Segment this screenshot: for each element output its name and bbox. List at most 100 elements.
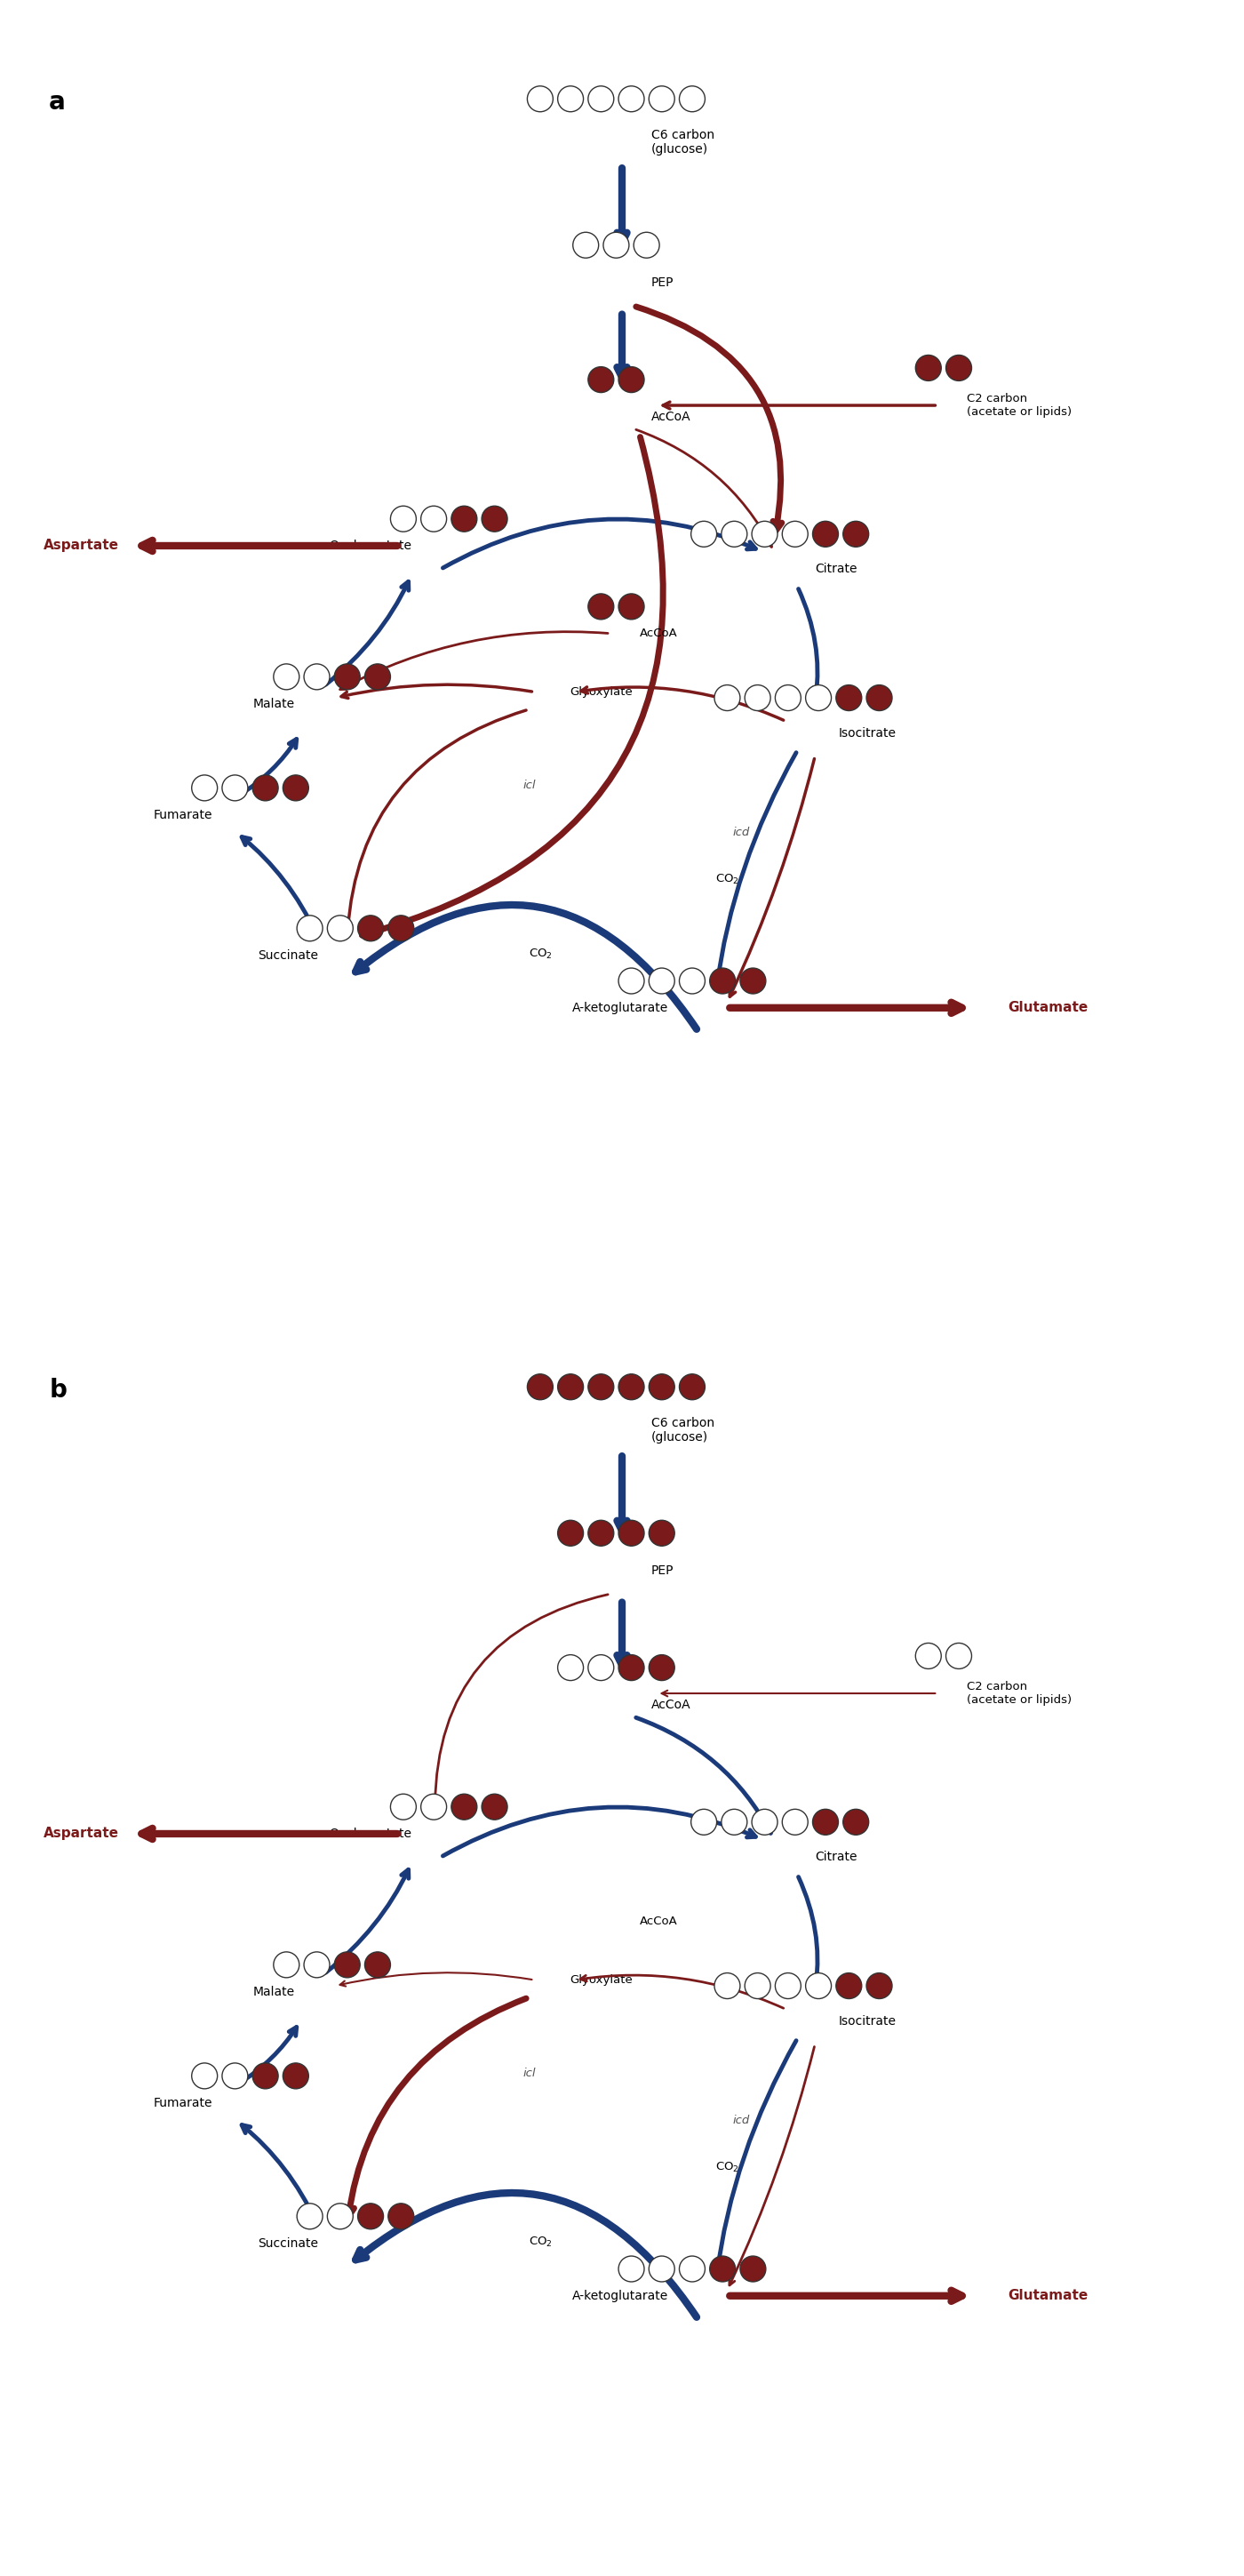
- Text: Succinate: Succinate: [258, 2236, 318, 2249]
- Circle shape: [751, 1808, 778, 1834]
- Circle shape: [192, 2063, 218, 2089]
- Text: Succinate: Succinate: [258, 948, 318, 961]
- Circle shape: [588, 85, 613, 111]
- Circle shape: [588, 1373, 613, 1399]
- Text: AcCoA: AcCoA: [652, 410, 690, 422]
- Circle shape: [364, 665, 391, 690]
- Text: C6 carbon
(glucose): C6 carbon (glucose): [652, 1417, 714, 1443]
- Circle shape: [843, 520, 868, 546]
- Circle shape: [327, 2202, 353, 2228]
- Text: C6 carbon
(glucose): C6 carbon (glucose): [652, 129, 714, 155]
- Circle shape: [812, 520, 838, 546]
- Circle shape: [452, 505, 476, 531]
- Text: CO$_2$: CO$_2$: [715, 2161, 739, 2174]
- Circle shape: [836, 1973, 862, 1999]
- Circle shape: [945, 355, 972, 381]
- Text: C2 carbon
(acetate or lipids): C2 carbon (acetate or lipids): [967, 1682, 1072, 1705]
- Circle shape: [649, 969, 674, 994]
- Circle shape: [420, 505, 447, 531]
- Circle shape: [649, 2257, 674, 2282]
- Circle shape: [557, 1654, 583, 1680]
- Circle shape: [527, 1373, 554, 1399]
- Circle shape: [916, 355, 942, 381]
- Circle shape: [527, 85, 554, 111]
- Text: Glyoxylate: Glyoxylate: [570, 685, 632, 698]
- Circle shape: [391, 505, 417, 531]
- Circle shape: [679, 1373, 705, 1399]
- Circle shape: [223, 775, 248, 801]
- Circle shape: [282, 2063, 309, 2089]
- Circle shape: [690, 1808, 717, 1834]
- Text: Aspartate: Aspartate: [44, 538, 119, 551]
- Circle shape: [782, 1808, 807, 1834]
- Text: A-ketoglutarate: A-ketoglutarate: [572, 2290, 669, 2303]
- Circle shape: [253, 775, 279, 801]
- Circle shape: [679, 2257, 705, 2282]
- Text: Oxaloacetate: Oxaloacetate: [328, 1826, 412, 1839]
- Circle shape: [714, 1973, 740, 1999]
- Circle shape: [843, 1808, 868, 1834]
- Text: Fumarate: Fumarate: [154, 809, 213, 822]
- Circle shape: [806, 685, 831, 711]
- Text: icd: icd: [733, 827, 750, 837]
- Text: Malate: Malate: [253, 1986, 295, 1999]
- Text: Glutamate: Glutamate: [1008, 2290, 1088, 2303]
- Circle shape: [335, 665, 360, 690]
- Circle shape: [588, 1654, 613, 1680]
- Circle shape: [573, 232, 598, 258]
- Circle shape: [618, 1654, 644, 1680]
- Circle shape: [745, 1973, 770, 1999]
- Circle shape: [740, 969, 766, 994]
- Circle shape: [618, 969, 644, 994]
- Circle shape: [588, 592, 613, 618]
- Circle shape: [364, 1953, 391, 1978]
- Text: Isocitrate: Isocitrate: [838, 726, 896, 739]
- Circle shape: [304, 1953, 330, 1978]
- Text: PEP: PEP: [652, 1564, 674, 1577]
- Circle shape: [192, 775, 218, 801]
- Circle shape: [274, 1953, 300, 1978]
- Circle shape: [588, 1520, 613, 1546]
- Text: Isocitrate: Isocitrate: [838, 2014, 896, 2027]
- Circle shape: [633, 232, 659, 258]
- Circle shape: [806, 1973, 831, 1999]
- Text: CO$_2$: CO$_2$: [529, 948, 552, 961]
- Circle shape: [274, 665, 300, 690]
- Circle shape: [335, 1953, 360, 1978]
- Circle shape: [388, 914, 414, 940]
- Circle shape: [452, 1793, 476, 1819]
- Circle shape: [709, 2257, 735, 2282]
- Circle shape: [557, 1520, 583, 1546]
- Text: Citrate: Citrate: [815, 1852, 857, 1862]
- Text: C2 carbon
(acetate or lipids): C2 carbon (acetate or lipids): [967, 394, 1072, 417]
- Circle shape: [297, 2202, 322, 2228]
- Circle shape: [618, 1373, 644, 1399]
- Text: icl: icl: [522, 2069, 535, 2079]
- Circle shape: [649, 1654, 674, 1680]
- Circle shape: [557, 1373, 583, 1399]
- Circle shape: [358, 914, 383, 940]
- Circle shape: [391, 1793, 417, 1819]
- Circle shape: [420, 1793, 447, 1819]
- Circle shape: [603, 232, 629, 258]
- Text: Glutamate: Glutamate: [1008, 1002, 1088, 1015]
- Circle shape: [836, 685, 862, 711]
- Text: a: a: [49, 90, 66, 113]
- Text: A-ketoglutarate: A-ketoglutarate: [572, 1002, 669, 1015]
- Circle shape: [740, 2257, 766, 2282]
- Circle shape: [690, 520, 717, 546]
- Circle shape: [679, 85, 705, 111]
- Text: Oxaloacetate: Oxaloacetate: [328, 538, 412, 551]
- Text: CO$_2$: CO$_2$: [529, 2236, 552, 2249]
- Circle shape: [618, 592, 644, 618]
- Circle shape: [282, 775, 309, 801]
- Text: Citrate: Citrate: [815, 564, 857, 574]
- Circle shape: [223, 2063, 248, 2089]
- Circle shape: [714, 685, 740, 711]
- Circle shape: [775, 685, 801, 711]
- Text: AcCoA: AcCoA: [639, 629, 678, 639]
- Text: Glyoxylate: Glyoxylate: [570, 1973, 632, 1986]
- Circle shape: [618, 366, 644, 392]
- Circle shape: [588, 366, 613, 392]
- Circle shape: [304, 665, 330, 690]
